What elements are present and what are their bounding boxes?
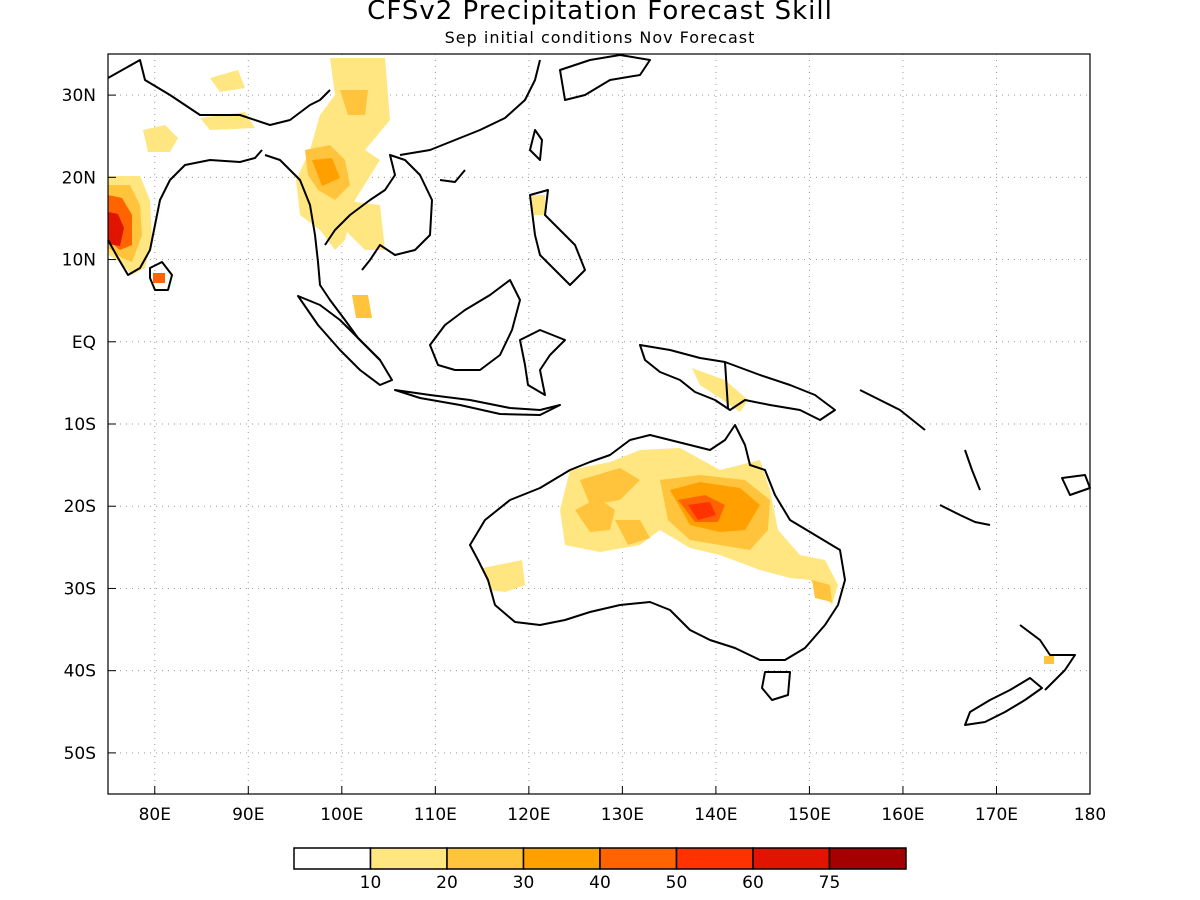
colorbar-label: 75 bbox=[819, 873, 841, 893]
x-axis-labels: 80E 90E 100E 110E 120E 130E 140E 150E 160E 170E 18… bbox=[139, 786, 1106, 825]
shade-aus-wa bbox=[483, 560, 525, 592]
map-title: CFSv2 Precipitation Forecast Skill bbox=[367, 0, 833, 26]
coast-australia bbox=[469, 424, 846, 661]
shade-phil bbox=[532, 195, 545, 215]
x-tick-label: 80E bbox=[139, 805, 171, 825]
shade-srilanka bbox=[153, 273, 165, 283]
coast-india bbox=[107, 59, 331, 276]
y-tick-label: 50S bbox=[64, 744, 96, 764]
coastlines bbox=[107, 54, 1091, 726]
x-tick-label: 120E bbox=[507, 805, 550, 825]
shade-india-north bbox=[143, 125, 178, 152]
y-tick-label: 40S bbox=[64, 662, 96, 682]
colorbar-label: 60 bbox=[742, 873, 764, 893]
coast-japan bbox=[559, 54, 651, 101]
shade-india-60 bbox=[108, 212, 124, 246]
coast-java bbox=[394, 389, 561, 416]
x-tick-label: 100E bbox=[320, 805, 363, 825]
coast-nz-north bbox=[1019, 624, 1076, 691]
x-tick-label: 90E bbox=[232, 805, 264, 825]
y-tick-label: 10S bbox=[64, 415, 96, 435]
colorbar-swatch bbox=[293, 847, 372, 870]
shade-china-10 bbox=[296, 58, 390, 250]
shade-china-20 bbox=[340, 90, 368, 115]
colorbar: 10 20 30 40 50 60 75 bbox=[293, 847, 907, 893]
map-subtitle: Sep initial conditions Nov Forecast bbox=[444, 28, 756, 47]
shade-tibet-1 bbox=[210, 70, 245, 92]
y-tick-label: EQ bbox=[72, 333, 96, 353]
y-tick-label: 30S bbox=[64, 579, 96, 599]
shade-aus-20e bbox=[812, 580, 832, 602]
y-tick-label: 20N bbox=[62, 168, 96, 188]
x-tick-label: 130E bbox=[601, 805, 644, 825]
shade-laos bbox=[340, 200, 385, 250]
colorbar-swatch bbox=[828, 847, 907, 870]
x-tick-label: 110E bbox=[414, 805, 457, 825]
coast-taiwan bbox=[529, 129, 543, 161]
y-tick-label: 20S bbox=[64, 497, 96, 517]
x-tick-label: 160E bbox=[881, 805, 924, 825]
shade-aus-20c bbox=[615, 520, 650, 545]
y-tick-label: 10N bbox=[62, 251, 96, 271]
coast-solomons bbox=[859, 389, 926, 431]
shade-nz bbox=[1044, 656, 1054, 664]
coast-vanuatu bbox=[939, 504, 991, 526]
colorbar-label: 30 bbox=[513, 873, 535, 893]
coast-sulawesi bbox=[519, 329, 566, 396]
coast-china bbox=[399, 59, 541, 183]
y-axis-labels: 30N 20N 10N EQ 10S 20S 30S 40S 50S bbox=[62, 86, 116, 764]
shade-tibet-2 bbox=[200, 112, 255, 130]
shade-png bbox=[692, 368, 748, 412]
colorbar-swatch bbox=[369, 847, 448, 870]
shade-aus-20b bbox=[575, 498, 615, 532]
colorbar-swatch bbox=[599, 847, 678, 870]
colorbar-label: 50 bbox=[666, 873, 688, 893]
colorbar-swatch bbox=[522, 847, 601, 870]
colorbar-swatch bbox=[446, 847, 525, 870]
x-tick-label: 150E bbox=[788, 805, 831, 825]
colorbar-label: 20 bbox=[436, 873, 458, 893]
skill-shading bbox=[108, 58, 1054, 664]
shade-aus-50 bbox=[688, 502, 716, 520]
shade-indochina-30 bbox=[312, 158, 340, 186]
border-png bbox=[724, 361, 729, 409]
coast-borneo bbox=[429, 279, 521, 371]
x-tick-label: 170E bbox=[975, 805, 1018, 825]
coast-philippines bbox=[529, 189, 586, 286]
colorbar-swatch bbox=[752, 847, 831, 870]
coast-nz-south bbox=[964, 677, 1043, 726]
coast-tasmania bbox=[761, 671, 791, 701]
colorbar-swatch bbox=[675, 847, 754, 870]
coast-newcaledonia bbox=[964, 449, 981, 491]
shade-malay bbox=[352, 295, 372, 318]
shade-aus-20a bbox=[580, 468, 640, 505]
coast-srilanka bbox=[149, 261, 173, 291]
x-tick-label: 140E bbox=[694, 805, 737, 825]
y-tick-label: 30N bbox=[62, 86, 96, 106]
colorbar-label: 40 bbox=[589, 873, 611, 893]
x-tick-label: 180 bbox=[1074, 805, 1106, 825]
colorbar-label: 10 bbox=[360, 873, 382, 893]
map-area bbox=[107, 53, 1091, 795]
coast-sumatra bbox=[297, 295, 393, 386]
